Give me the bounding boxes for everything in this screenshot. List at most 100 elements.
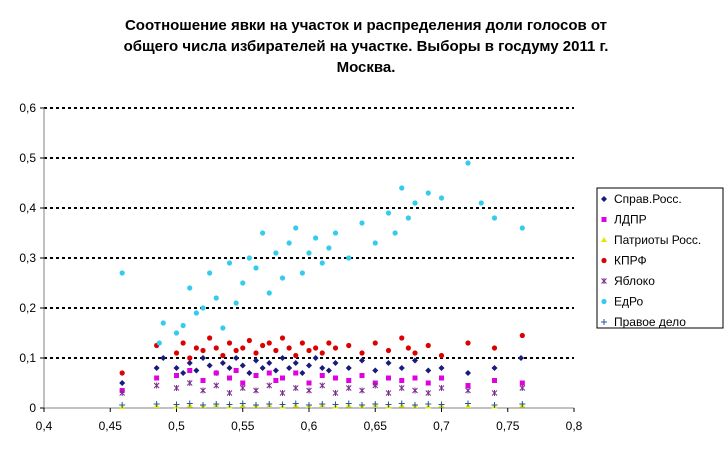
y-tick-label: 0,4 (19, 201, 36, 215)
data-point (372, 340, 378, 346)
data-point (332, 360, 339, 366)
data-point (359, 350, 365, 356)
legend-marker (601, 237, 607, 242)
y-tick-label: 0,2 (19, 301, 36, 315)
data-point (306, 347, 312, 354)
data-point (220, 352, 226, 359)
y-tick-label: 0,5 (19, 151, 36, 165)
legend-box (596, 187, 724, 329)
data-point (200, 305, 206, 311)
data-point (193, 310, 199, 316)
data-point (359, 402, 365, 408)
data-point (279, 335, 286, 341)
data-point (193, 367, 200, 374)
data-point (156, 340, 162, 346)
data-point (385, 210, 392, 216)
data-point (412, 387, 418, 394)
data-point (491, 365, 498, 371)
chart-title: Соотношение явки на участок и распределе… (124, 17, 609, 76)
data-point (313, 235, 319, 241)
data-point (412, 200, 418, 206)
legend-items: Справ.Росс. ЛДПР Патриоты Росс. КПРФ Яблоко Е… (601, 192, 701, 329)
data-point (153, 382, 160, 389)
data-point (253, 373, 259, 378)
data-point (399, 335, 405, 341)
data-point (240, 280, 246, 286)
data-point (345, 385, 352, 391)
data-point (465, 400, 471, 407)
data-point (319, 382, 326, 389)
legend: Справ.Росс. ЛДПР Патриоты Росс. КПРФ Яблоко Е… (596, 187, 724, 329)
data-point (359, 357, 365, 364)
data-points (119, 160, 526, 409)
x-axis-ticks: 0,4 0,45 0,5 0,55 0,6 0,65 0,7 0,75 0,8 (36, 408, 583, 433)
data-point (359, 220, 365, 226)
data-point (266, 340, 272, 346)
data-point (306, 250, 312, 256)
legend-label: КПРФ (614, 254, 647, 268)
data-point (273, 250, 279, 256)
data-point (438, 401, 445, 408)
data-point (266, 401, 273, 407)
data-point (425, 401, 432, 407)
data-point (273, 347, 279, 354)
y-axis-ticks: 0 0,1 0,2 0,3 0,4 0,5 0,6 (19, 101, 44, 415)
data-point (173, 401, 180, 408)
data-point (412, 357, 418, 364)
series-5 (119, 380, 526, 396)
data-point (359, 373, 365, 378)
data-point (119, 390, 126, 396)
data-point (200, 402, 206, 408)
data-point (226, 260, 233, 266)
data-point (412, 375, 418, 381)
x-tick-label: 0,45 (99, 419, 123, 433)
series-1 (119, 355, 524, 386)
series-6 (119, 160, 525, 346)
data-point (233, 300, 239, 306)
data-point (226, 365, 233, 371)
data-point (385, 401, 392, 408)
data-point (226, 390, 233, 396)
data-point (439, 375, 444, 381)
x-tick-label: 0,5 (168, 419, 185, 433)
data-point (200, 387, 206, 394)
data-point (372, 367, 379, 374)
data-point (519, 225, 525, 231)
legend-label: Правое дело (614, 315, 686, 329)
data-point (425, 390, 432, 396)
legend-marker (601, 319, 607, 325)
data-point (246, 370, 253, 376)
data-point (180, 340, 186, 346)
data-point (306, 402, 312, 408)
data-point (332, 390, 339, 396)
data-point (438, 195, 445, 201)
data-point (319, 401, 326, 407)
data-point (186, 400, 193, 407)
data-point (519, 401, 526, 407)
gridlines (44, 107, 574, 359)
data-point (385, 390, 392, 396)
data-point (253, 357, 259, 364)
data-point (312, 355, 319, 361)
data-point (292, 385, 299, 391)
data-point (346, 255, 352, 261)
data-point (465, 160, 471, 166)
data-point (412, 350, 418, 356)
data-point (272, 367, 279, 374)
legend-label: ЕдРо (614, 295, 643, 309)
data-point (220, 325, 226, 331)
data-point (332, 345, 339, 351)
data-point (213, 295, 219, 301)
data-point (187, 285, 193, 291)
data-point (279, 390, 286, 396)
data-point (425, 190, 431, 196)
data-point (465, 370, 471, 376)
data-point (239, 362, 246, 369)
y-tick-label: 0 (29, 401, 36, 415)
data-point (385, 360, 392, 366)
data-point (219, 360, 226, 366)
data-point (292, 400, 299, 407)
data-point (213, 382, 220, 389)
chart-title-line-2: общего числа избирателей на участке. Выб… (124, 38, 609, 55)
